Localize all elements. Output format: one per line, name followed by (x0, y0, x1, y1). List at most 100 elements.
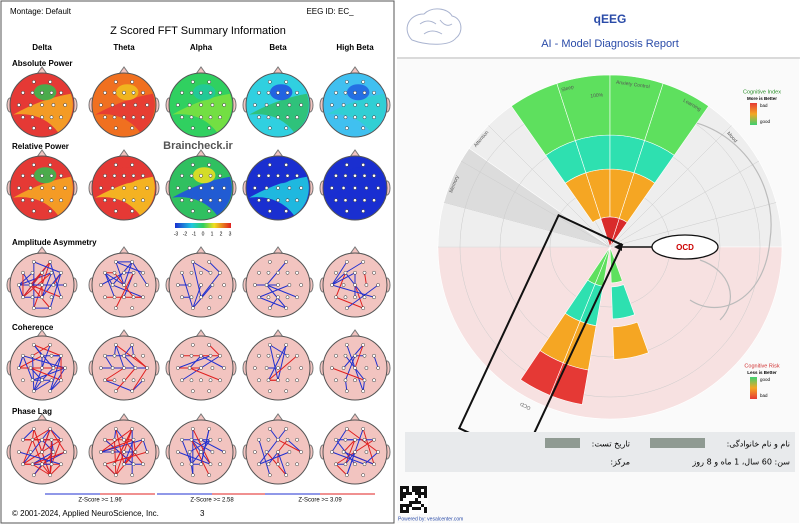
electrode (180, 270, 184, 275)
electrode (113, 306, 118, 310)
connection (331, 272, 346, 286)
connection (277, 439, 288, 453)
connection (113, 439, 117, 476)
connection (49, 272, 62, 309)
connection (131, 261, 148, 286)
electrode (103, 270, 107, 275)
electrode (122, 115, 126, 120)
head-map (165, 413, 237, 485)
connection (189, 439, 211, 453)
connection (31, 355, 35, 392)
electrode (276, 462, 280, 467)
electrode (199, 450, 203, 454)
electrode (17, 366, 21, 370)
electrode (187, 366, 192, 370)
electrode (112, 295, 117, 300)
topo-spot (347, 84, 370, 101)
electrode (276, 295, 280, 300)
connection (49, 463, 62, 476)
electrode (190, 389, 195, 393)
electrode (48, 306, 53, 310)
connection (22, 272, 32, 286)
connection (354, 344, 364, 369)
electrode (21, 378, 25, 383)
electrode (330, 283, 334, 287)
qr-cell (418, 507, 421, 510)
electrode (189, 90, 194, 95)
electrode (218, 270, 222, 275)
connection (123, 439, 144, 465)
qr-cell (400, 486, 403, 489)
electrode (59, 437, 63, 442)
connection (266, 284, 298, 298)
connection (258, 296, 287, 309)
electrode (112, 353, 117, 358)
electrode (199, 366, 203, 370)
electrode (267, 209, 272, 213)
electrode (49, 173, 54, 178)
electrode (130, 473, 135, 477)
electrode (295, 90, 299, 95)
connection (354, 284, 364, 309)
electrode (343, 378, 348, 383)
qr-cell (424, 492, 427, 495)
electrode (344, 80, 349, 84)
electrode (344, 126, 349, 130)
electrode (295, 198, 299, 203)
electrode (189, 353, 194, 358)
electrode (210, 186, 215, 190)
column-label: Beta (269, 43, 287, 52)
electrode (267, 80, 272, 84)
electrode (284, 427, 289, 431)
electrode (31, 163, 36, 167)
topo-spot (116, 84, 139, 101)
electrode (99, 103, 103, 107)
electrode (353, 283, 357, 287)
electrode (189, 173, 194, 178)
electrode (99, 450, 103, 454)
electrode (341, 103, 346, 107)
electrode (266, 462, 271, 467)
electrode (131, 462, 136, 467)
electrode (113, 389, 118, 393)
connection (41, 428, 51, 453)
qr-cell (412, 489, 415, 492)
connection (208, 344, 221, 357)
electrode (30, 270, 35, 275)
qr-cell (415, 489, 418, 492)
topo-region (249, 93, 309, 133)
qr-cell (403, 495, 406, 498)
electrode (122, 295, 126, 300)
electrode (59, 270, 63, 275)
electrode (40, 173, 44, 178)
electrode (141, 115, 145, 120)
topo-region (172, 176, 232, 216)
electrode (130, 306, 135, 310)
electrode (218, 115, 222, 120)
electrode (257, 90, 261, 95)
threshold-label: Z-Score >= 1.96 (78, 498, 122, 504)
electrode (208, 437, 213, 442)
head-map (165, 329, 237, 401)
electrode (257, 437, 261, 442)
electrode (267, 163, 272, 167)
electrode (176, 283, 180, 287)
electrode (180, 437, 184, 442)
head-map (88, 329, 160, 401)
connection (33, 463, 43, 476)
legend-title: Cognitive Index (743, 89, 781, 95)
connection (364, 451, 379, 465)
electrode (130, 343, 135, 347)
electrode (112, 378, 117, 383)
electrode (110, 450, 115, 454)
electrode (264, 366, 269, 370)
electrode (285, 462, 290, 467)
report-title: qEEG (594, 12, 627, 26)
electrode (207, 126, 212, 130)
row-label: Coherence (12, 323, 54, 332)
head-map (88, 413, 160, 485)
electrode (180, 90, 184, 95)
electrode (207, 260, 212, 264)
connection (115, 428, 125, 465)
connection (200, 439, 225, 453)
